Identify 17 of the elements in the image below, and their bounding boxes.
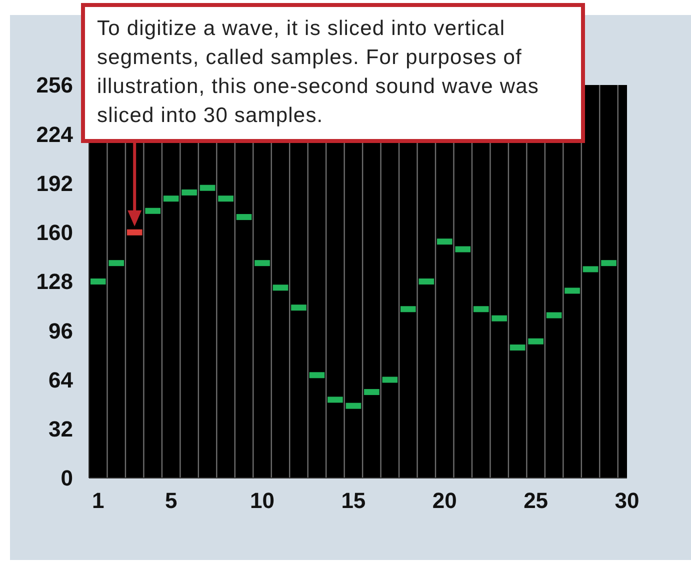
x-tick-label: 5 bbox=[164, 488, 178, 513]
x-tick-label: 25 bbox=[524, 488, 548, 513]
y-tick-label: 128 bbox=[36, 269, 73, 294]
y-tick-label: 64 bbox=[48, 367, 74, 392]
y-tick-label: 160 bbox=[36, 220, 73, 246]
x-tick-label: 10 bbox=[250, 488, 274, 513]
x-tick-label: 15 bbox=[341, 488, 366, 513]
annotation: To digitize a wave, it is sliced into vertical segments, called samples. For purposes of illustration, this one-second sound wave was sliced into 30 samples. bbox=[97, 17, 539, 127]
y-tick-label: 224 bbox=[36, 122, 74, 147]
y-tick-label: 256 bbox=[36, 72, 73, 98]
x-tick-label: 1 bbox=[92, 488, 104, 513]
x-tick-label: 20 bbox=[432, 488, 457, 513]
y-tick-label: 96 bbox=[48, 318, 73, 344]
y-tick-label: 32 bbox=[48, 416, 73, 442]
y-tick-label: 0 bbox=[60, 466, 73, 491]
y-tick-label: 192 bbox=[36, 170, 73, 196]
x-tick-label: 30 bbox=[614, 488, 640, 513]
